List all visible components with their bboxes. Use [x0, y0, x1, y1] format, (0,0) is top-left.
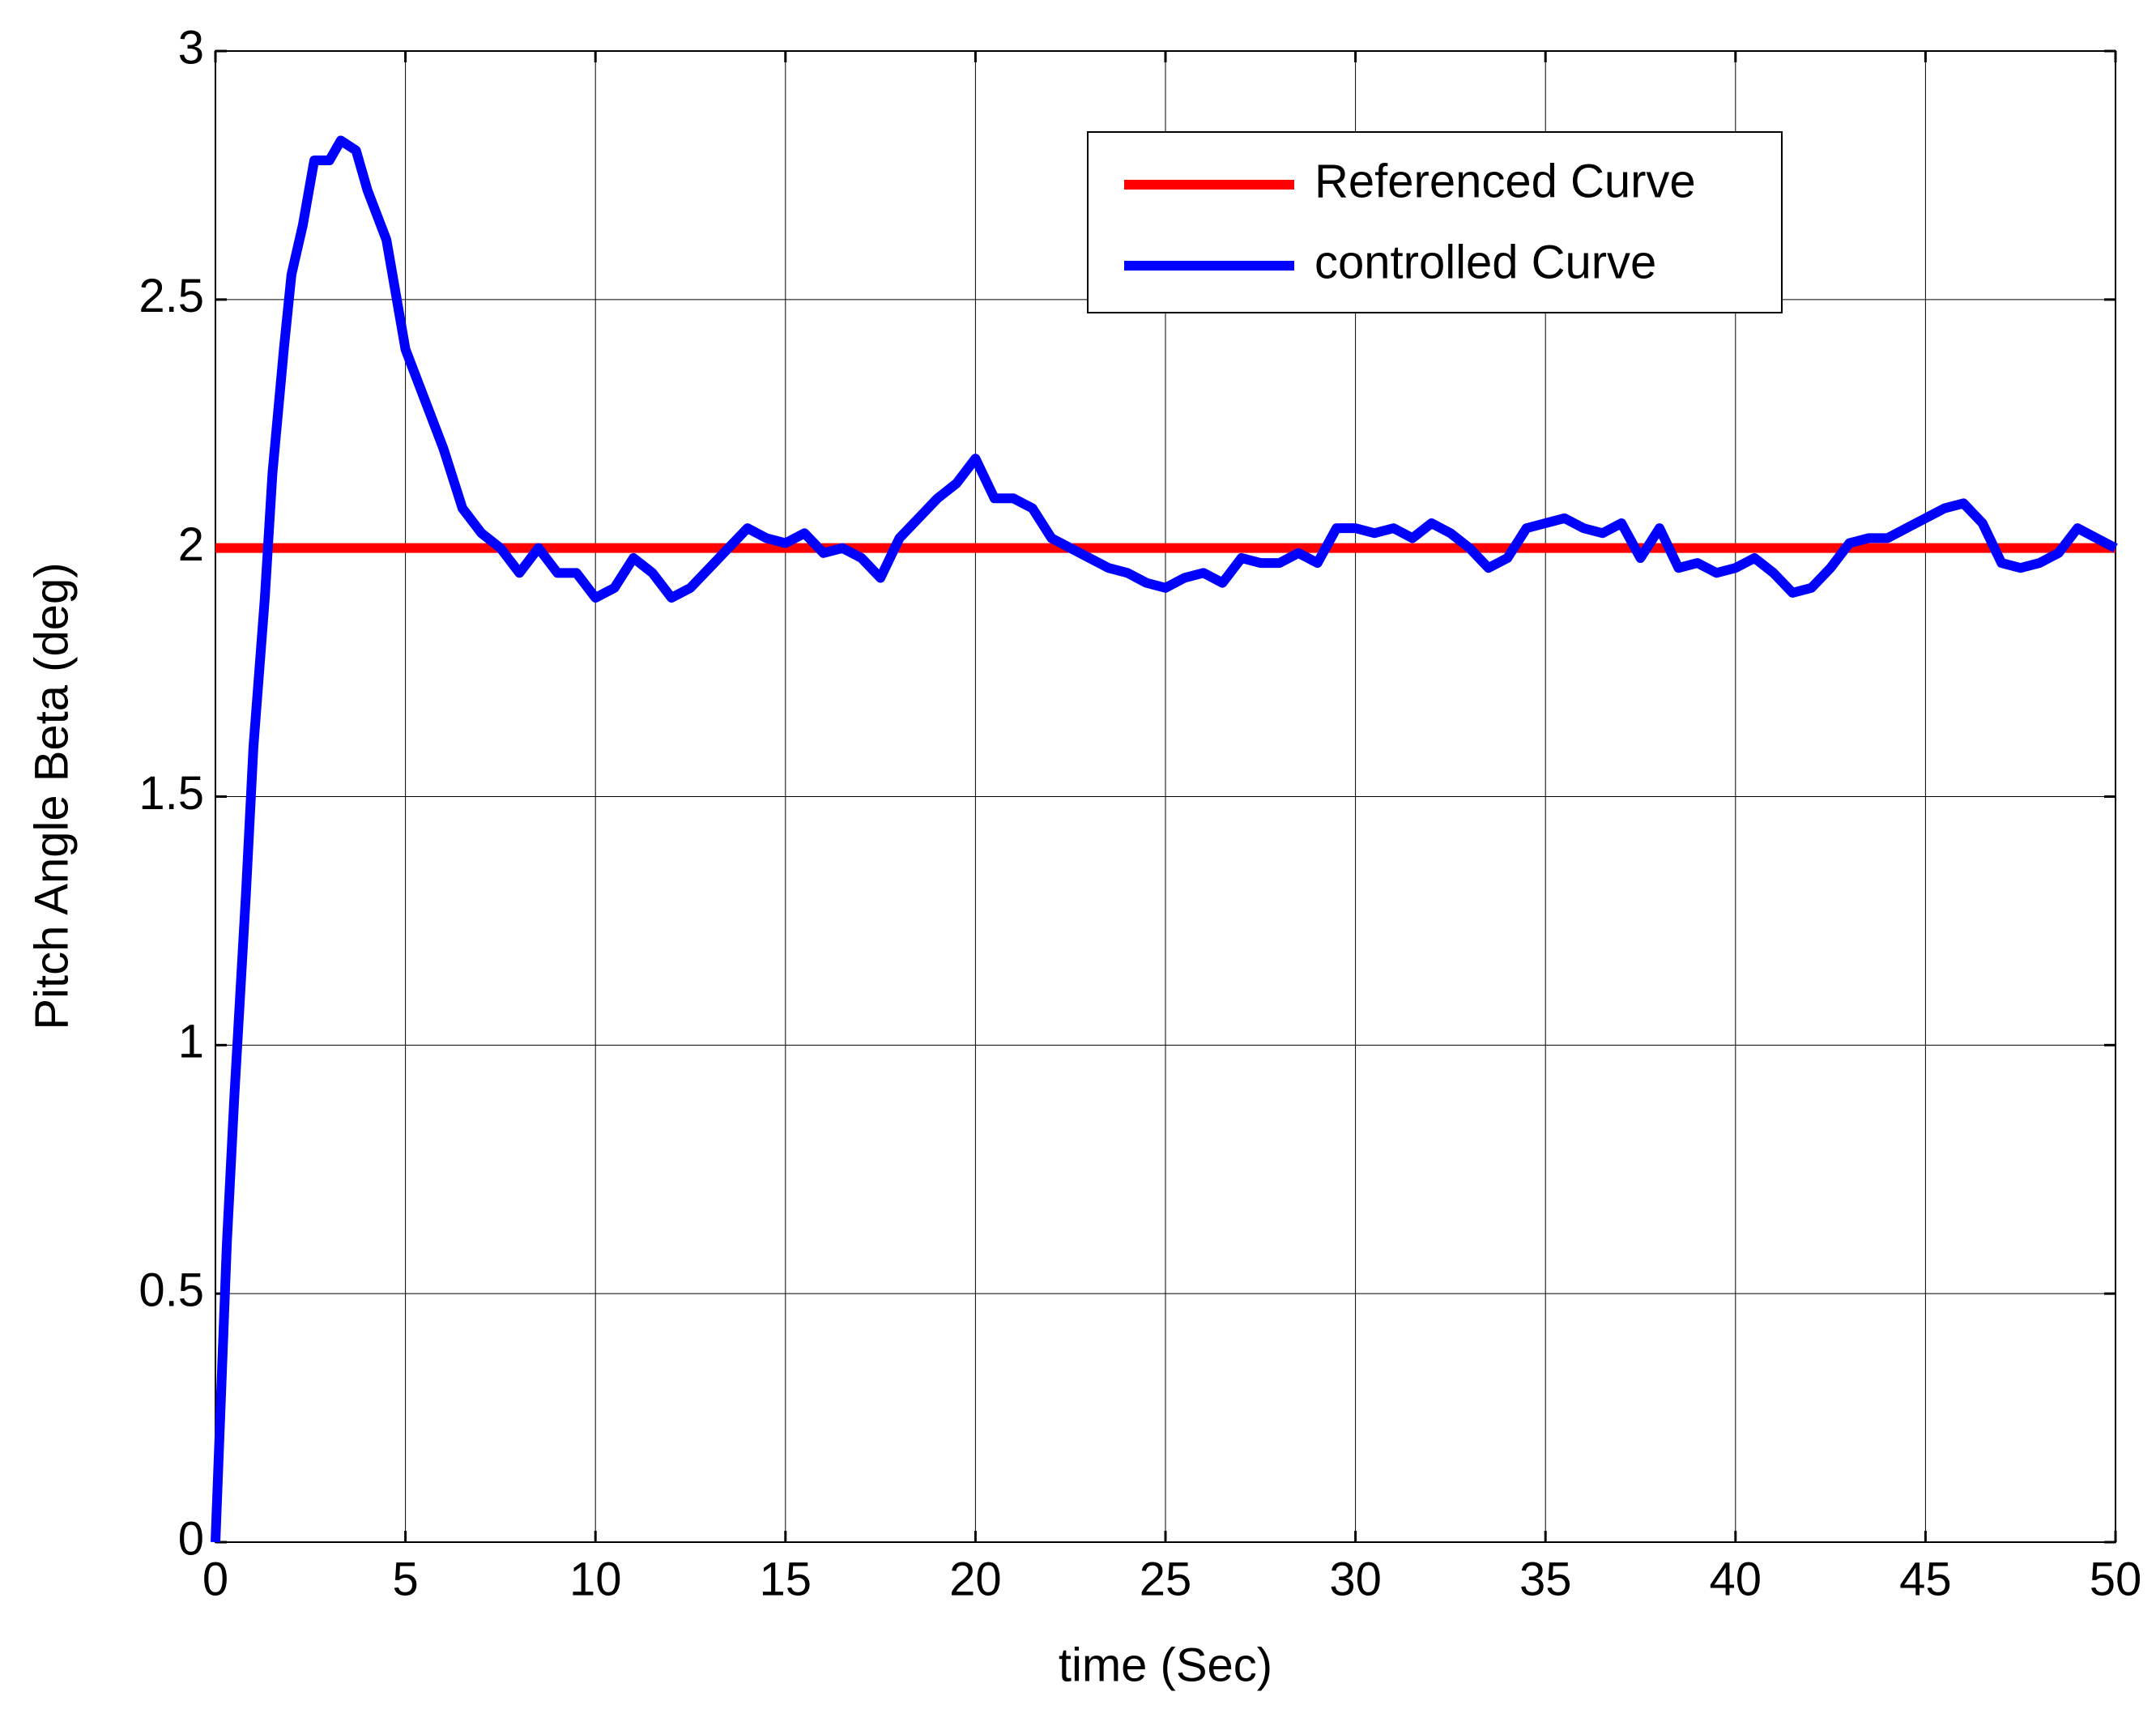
- x-tick-label: 35: [1519, 1553, 1572, 1605]
- x-tick-label: 30: [1329, 1553, 1382, 1605]
- x-tick-label: 40: [1710, 1553, 1762, 1605]
- y-tick-label: 0: [178, 1512, 204, 1565]
- legend-box: [1087, 131, 1783, 313]
- x-tick-label: 15: [760, 1553, 812, 1605]
- x-tick-label: 20: [949, 1553, 1002, 1605]
- x-tick-label: 5: [392, 1553, 418, 1605]
- y-tick-label: 2: [178, 518, 204, 571]
- x-axis-label: time (Sec): [1059, 1639, 1272, 1691]
- x-tick-label: 25: [1140, 1553, 1192, 1605]
- legend-label: controlled Curve: [1314, 236, 1656, 288]
- x-tick-label: 45: [1899, 1553, 1952, 1605]
- x-tick-label: 50: [2090, 1553, 2142, 1605]
- y-tick-label: 1.5: [138, 767, 204, 820]
- plot-frame: [215, 50, 2116, 1543]
- y-tick-label: 3: [178, 21, 204, 74]
- data-line: [211, 135, 2118, 1543]
- x-tick-label: 0: [202, 1553, 228, 1605]
- x-tick-label: 10: [569, 1553, 622, 1605]
- y-tick-label: 1: [178, 1016, 204, 1068]
- y-axis-label: Pitch Angle Beta (deg): [25, 562, 78, 1029]
- legend-label: Referenced Curve: [1314, 155, 1696, 207]
- y-tick-label: 2.5: [138, 270, 204, 322]
- y-tick-label: 0.5: [138, 1264, 204, 1316]
